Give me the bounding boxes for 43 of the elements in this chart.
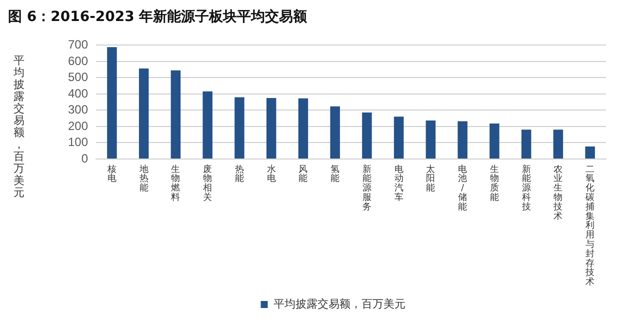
y-tick-label: 200	[68, 118, 88, 133]
x-tick-label: 水电	[266, 164, 276, 184]
y-tick-label: 700	[68, 38, 88, 52]
text: 平均披露交易额，百万美元	[14, 54, 24, 199]
bar	[170, 70, 181, 158]
bar	[394, 116, 404, 158]
x-tick-label: 废物相关	[203, 164, 212, 204]
x-tick-label: 风能	[298, 164, 308, 184]
category-label: 二氧化碳捕集利用与封存技术	[586, 164, 595, 288]
x-tick-label: 农业生物技术	[552, 164, 563, 222]
x-tick-label: 新能源科技	[520, 164, 531, 212]
bar	[330, 106, 340, 158]
bar	[362, 112, 372, 158]
bar	[202, 91, 212, 158]
bar	[458, 121, 468, 158]
y-tick-label: 100	[68, 135, 88, 150]
x-tick-label: 太阳能	[426, 164, 436, 194]
x-tick-label: 新能源服务	[362, 164, 372, 212]
bar	[266, 98, 276, 158]
bar	[553, 130, 564, 158]
x-tick-label: 生物燃料	[171, 164, 180, 204]
bar	[138, 68, 149, 158]
bar	[521, 130, 532, 158]
x-tick-label: 热能	[234, 164, 244, 184]
x-tick-label: 地热能	[138, 164, 148, 194]
y-tick-label: 500	[68, 70, 88, 84]
legend-label: 平均披露交易额，百万美元	[273, 297, 406, 310]
y-tick-label: 600	[68, 54, 88, 68]
x-tick-label: 电动汽车	[394, 164, 404, 204]
y-tick-label: 0	[81, 151, 88, 166]
bar	[490, 124, 500, 158]
x-tick-label: 氢能	[330, 164, 340, 184]
x-tick-label: 核电	[106, 164, 116, 184]
bar	[107, 47, 117, 158]
x-tick-label: 生物质能	[490, 164, 499, 204]
bar	[234, 97, 244, 158]
x-tick-label: 电池/储能	[458, 164, 468, 212]
y-tick-label: 300	[68, 102, 88, 117]
chart-title: 图 6：2016-2023 年新能源子板块平均交易额	[8, 8, 308, 26]
bar	[426, 120, 436, 158]
y-tick-label: 400	[68, 86, 88, 100]
bar	[585, 146, 595, 158]
bar	[298, 98, 308, 158]
